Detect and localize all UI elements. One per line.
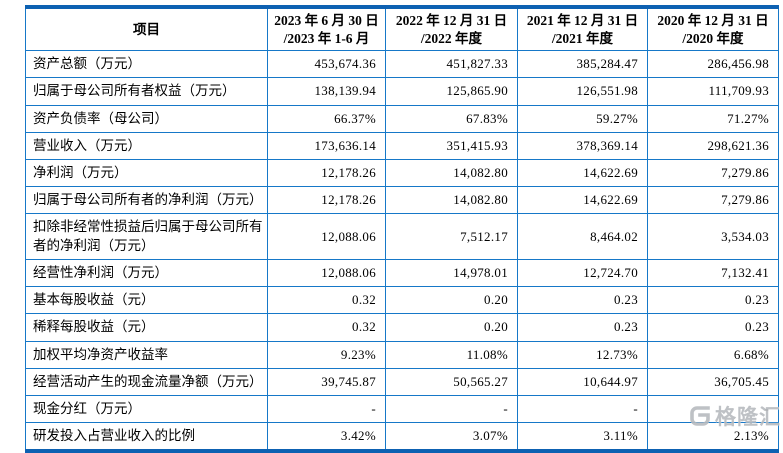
cell-value: 2.13%	[647, 422, 779, 452]
table-row: 经营性净利润（万元） 12,088.06 14,978.01 12,724.70…	[25, 258, 779, 288]
cell-value: 0.23	[517, 286, 648, 315]
cell-value: 125,865.90	[385, 77, 518, 106]
cell-value: 0.23	[647, 286, 779, 315]
cell-value: 385,284.47	[517, 50, 648, 79]
header-item: 项目	[25, 6, 268, 52]
header-period-2022: 2022 年 12 月 31 日 /2022 年度	[385, 6, 518, 52]
cell-value: 71.27%	[647, 104, 779, 133]
row-label: 资产总额（万元）	[25, 50, 268, 79]
cell-value: 0.23	[647, 313, 779, 342]
table-row: 归属于母公司所有者的净利润（万元） 12,178.26 14,082.80 14…	[25, 186, 779, 215]
cell-value: 67.83%	[385, 104, 518, 133]
cell-value: 138,139.94	[267, 77, 386, 106]
cell-value: 59.27%	[517, 104, 648, 133]
table-row: 归属于母公司所有者权益（万元） 138,139.94 125,865.90 12…	[25, 77, 779, 106]
cell-value: -	[385, 394, 518, 424]
cell-value: -	[647, 394, 779, 424]
table-row: 营业收入（万元） 173,636.14 351,415.93 378,369.1…	[25, 131, 779, 160]
row-label: 资产负债率（母公司）	[25, 104, 268, 133]
cell-value: 12,088.06	[267, 258, 386, 288]
cell-value: 12,088.06	[267, 213, 386, 260]
row-label: 研发投入占营业收入的比例	[25, 422, 268, 452]
row-label: 稀释每股收益（元）	[25, 313, 268, 342]
cell-value: 14,978.01	[385, 258, 518, 288]
cell-value: 12,178.26	[267, 158, 386, 188]
cell-value: -	[517, 394, 648, 424]
cell-value: 3.07%	[385, 422, 518, 452]
cell-value: 298,621.36	[647, 131, 779, 160]
header-period-2021: 2021 年 12 月 31 日 /2021 年度	[517, 6, 648, 52]
cell-value: 12,724.70	[517, 258, 648, 288]
cell-value: -	[267, 394, 386, 424]
cell-value: 111,709.93	[647, 77, 779, 106]
cell-value: 7,279.86	[647, 186, 779, 215]
cell-value: 12,178.26	[267, 186, 386, 215]
cell-value: 453,674.36	[267, 50, 386, 79]
cell-value: 50,565.27	[385, 367, 518, 396]
table-row: 净利润（万元） 12,178.26 14,082.80 14,622.69 7,…	[25, 158, 779, 188]
table-row: 经营活动产生的现金流量净额（万元） 39,745.87 50,565.27 10…	[25, 367, 779, 396]
table-row: 现金分红（万元） - - - -	[25, 394, 779, 424]
cell-value: 3.42%	[267, 422, 386, 452]
cell-value: 0.20	[385, 313, 518, 342]
table-row: 加权平均净资产收益率 9.23% 11.08% 12.73% 6.68%	[25, 340, 779, 369]
cell-value: 173,636.14	[267, 131, 386, 160]
cell-value: 378,369.14	[517, 131, 648, 160]
table-header-row: 项目 2023 年 6 月 30 日 /2023 年 1-6 月 2022 年 …	[25, 6, 779, 52]
cell-value: 14,082.80	[385, 186, 518, 215]
cell-value: 14,622.69	[517, 158, 648, 188]
cell-value: 0.20	[385, 286, 518, 315]
cell-value: 14,082.80	[385, 158, 518, 188]
cell-value: 7,132.41	[647, 258, 779, 288]
row-label: 净利润（万元）	[25, 158, 268, 188]
cell-value: 0.32	[267, 313, 386, 342]
table-row: 研发投入占营业收入的比例 3.42% 3.07% 3.11% 2.13%	[25, 422, 779, 452]
row-label: 加权平均净资产收益率	[25, 340, 268, 369]
cell-value: 286,456.98	[647, 50, 779, 79]
row-label: 经营活动产生的现金流量净额（万元）	[25, 367, 268, 396]
cell-value: 3,534.03	[647, 213, 779, 260]
table-row: 资产总额（万元） 453,674.36 451,827.33 385,284.4…	[25, 50, 779, 79]
cell-value: 0.32	[267, 286, 386, 315]
row-label: 营业收入（万元）	[25, 131, 268, 160]
cell-value: 12.73%	[517, 340, 648, 369]
cell-value: 8,464.02	[517, 213, 648, 260]
row-label: 归属于母公司所有者权益（万元）	[25, 77, 268, 106]
cell-value: 6.68%	[647, 340, 779, 369]
cell-value: 10,644.97	[517, 367, 648, 396]
cell-value: 3.11%	[517, 422, 648, 452]
cell-value: 39,745.87	[267, 367, 386, 396]
header-period-2020: 2020 年 12 月 31 日 /2020 年度	[647, 6, 779, 52]
row-label: 现金分红（万元）	[25, 394, 268, 424]
cell-value: 7,512.17	[385, 213, 518, 260]
cell-value: 14,622.69	[517, 186, 648, 215]
table-row: 稀释每股收益（元） 0.32 0.20 0.23 0.23	[25, 313, 779, 342]
table-row: 资产负债率（母公司） 66.37% 67.83% 59.27% 71.27%	[25, 104, 779, 133]
cell-value: 9.23%	[267, 340, 386, 369]
cell-value: 36,705.45	[647, 367, 779, 396]
cell-value: 11.08%	[385, 340, 518, 369]
cell-value: 451,827.33	[385, 50, 518, 79]
header-period-2023: 2023 年 6 月 30 日 /2023 年 1-6 月	[267, 6, 386, 52]
table-row: 基本每股收益（元） 0.32 0.20 0.23 0.23	[25, 286, 779, 315]
row-label: 基本每股收益（元）	[25, 286, 268, 315]
cell-value: 7,279.86	[647, 158, 779, 188]
row-label: 经营性净利润（万元）	[25, 258, 268, 288]
financial-summary-table: 项目 2023 年 6 月 30 日 /2023 年 1-6 月 2022 年 …	[25, 5, 779, 453]
table-row: 扣除非经常性损益后归属于母公司所有者的净利润（万元） 12,088.06 7,5…	[25, 213, 779, 260]
cell-value: 126,551.98	[517, 77, 648, 106]
cell-value: 66.37%	[267, 104, 386, 133]
cell-value: 351,415.93	[385, 131, 518, 160]
row-label: 归属于母公司所有者的净利润（万元）	[25, 186, 268, 215]
row-label: 扣除非经常性损益后归属于母公司所有者的净利润（万元）	[25, 213, 268, 260]
cell-value: 0.23	[517, 313, 648, 342]
